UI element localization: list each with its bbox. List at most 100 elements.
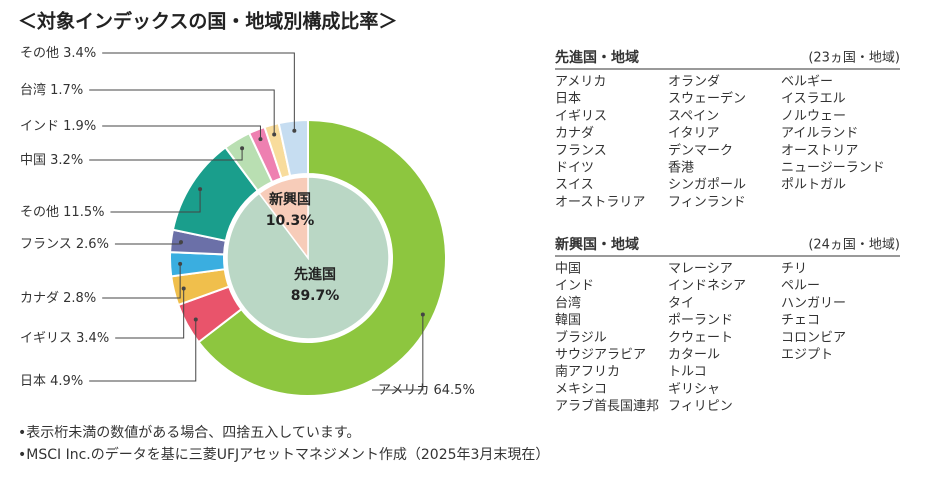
value-label: 1.9% xyxy=(63,119,96,134)
leader-line xyxy=(102,52,295,131)
category-name: 日本 xyxy=(20,374,46,389)
country-name: ベルギー xyxy=(781,75,833,90)
country-name: アラブ首長国連邦 xyxy=(555,398,659,414)
leader-line xyxy=(89,319,197,382)
leader-line xyxy=(102,263,181,299)
country-name: ブラジル xyxy=(555,329,607,345)
country-name: 香港 xyxy=(668,161,694,176)
leader-dot xyxy=(178,261,183,266)
country-name: ペルー xyxy=(781,279,820,294)
country-name: イスラエル xyxy=(781,92,846,107)
inner-category: 新興国 xyxy=(269,191,311,208)
value-label: 2.8% xyxy=(63,291,96,306)
category-name: カナダ xyxy=(20,291,59,306)
country-name: 日本 xyxy=(555,92,581,107)
category-name: その他 xyxy=(20,46,59,61)
country-name: スウェーデン xyxy=(668,91,746,107)
leader-dot xyxy=(292,128,297,133)
category-name: インド xyxy=(20,119,59,134)
country-name: フィンランド xyxy=(668,195,746,210)
data-label: その他 3.4% xyxy=(20,46,96,61)
leader-dot xyxy=(420,312,425,317)
inner-category: 先進国 xyxy=(294,266,336,283)
leader-dot xyxy=(193,317,198,322)
country-name: 南アフリカ xyxy=(555,364,620,380)
section-count: (24ヵ国・地域) xyxy=(808,238,900,253)
data-label: 中国 3.2% xyxy=(20,153,83,168)
country-name: ノルウェー xyxy=(781,109,846,124)
inner-value: 89.7% xyxy=(291,288,340,304)
country-name: イタリア xyxy=(668,126,719,141)
leader-dot xyxy=(181,286,186,291)
value-label: 64.5% xyxy=(434,383,475,398)
data-label: カナダ 2.8% xyxy=(20,291,96,306)
country-name: ギリシャ xyxy=(668,382,720,397)
country-name: ハンガリー xyxy=(781,296,846,311)
data-label: インド 1.9% xyxy=(20,119,96,134)
country-name: ドイツ xyxy=(555,161,594,176)
country-name: ポルトガル xyxy=(781,178,846,193)
country-name: カナダ xyxy=(555,126,594,141)
leader-line xyxy=(110,189,201,213)
donut-segment xyxy=(277,118,309,178)
leader-line xyxy=(372,314,424,391)
value-label: 4.9% xyxy=(50,374,83,389)
country-name: アイルランド xyxy=(781,126,858,141)
data-label: イギリス 3.4% xyxy=(20,331,109,346)
leader-dot xyxy=(178,240,183,245)
country-name: フランス xyxy=(555,143,607,158)
leader-dot xyxy=(240,146,245,151)
country-name: オーストラリア xyxy=(555,195,645,210)
data-label: その他 11.5% xyxy=(20,205,104,220)
category-name: 台湾 xyxy=(20,82,46,98)
note: •MSCI Inc.のデータを基に三菱UFJアセットマネジメント作成（2025年… xyxy=(18,446,549,463)
category-name: 中国 xyxy=(20,153,46,168)
category-name: イギリス xyxy=(20,331,72,346)
donut-segment xyxy=(197,118,447,397)
leader-dot xyxy=(198,187,203,192)
country-name: デンマーク xyxy=(668,142,733,158)
section-title: 新興国・地域 xyxy=(555,236,639,253)
country-name: コロンビア xyxy=(781,330,846,345)
country-name: オランダ xyxy=(668,75,720,90)
country-name: 韓国 xyxy=(555,313,581,328)
data-label: フランス 2.6% xyxy=(20,237,109,252)
country-name: シンガポール xyxy=(668,178,746,193)
data-label: 台湾 1.7% xyxy=(20,82,83,98)
country-name: チェコ xyxy=(781,313,820,328)
country-name: アメリカ xyxy=(555,75,606,90)
note: •表示桁未満の数値がある場合、四捨五入しています。 xyxy=(18,424,360,441)
country-name: 台湾 xyxy=(555,295,581,311)
value-label: 3.4% xyxy=(63,46,96,61)
chart-title: ＜対象インデックスの国・地域別構成比率＞ xyxy=(18,10,397,33)
country-name: クウェート xyxy=(668,330,733,345)
value-label: 3.2% xyxy=(50,153,83,168)
country-name: マレーシア xyxy=(668,262,733,277)
country-name: エジプト xyxy=(781,348,833,363)
value-label: 3.4% xyxy=(76,331,109,346)
country-name: サウジアラビア xyxy=(555,348,646,363)
country-name: カタール xyxy=(668,348,720,363)
country-name: トルコ xyxy=(668,365,707,380)
inner-segment xyxy=(258,176,309,261)
country-name: ポーランド xyxy=(668,313,733,328)
value-label: 1.7% xyxy=(50,83,83,98)
country-name: スペイン xyxy=(668,109,719,124)
country-name: ニュージーランド xyxy=(781,161,885,176)
category-name: フランス xyxy=(20,237,72,252)
country-name: 中国 xyxy=(555,262,581,277)
leader-dot xyxy=(272,132,277,137)
country-name: フィリピン xyxy=(668,399,733,414)
inner-value: 10.3% xyxy=(266,213,315,229)
country-name: チリ xyxy=(781,262,807,277)
value-label: 11.5% xyxy=(63,205,104,220)
category-name: その他 xyxy=(20,205,59,220)
country-name: メキシコ xyxy=(555,382,607,397)
leader-line xyxy=(89,148,243,161)
leader-line xyxy=(89,89,275,135)
country-name: インド xyxy=(555,279,594,294)
value-label: 2.6% xyxy=(76,237,109,252)
country-name: インドネシア xyxy=(668,279,746,294)
country-name: タイ xyxy=(668,296,694,311)
